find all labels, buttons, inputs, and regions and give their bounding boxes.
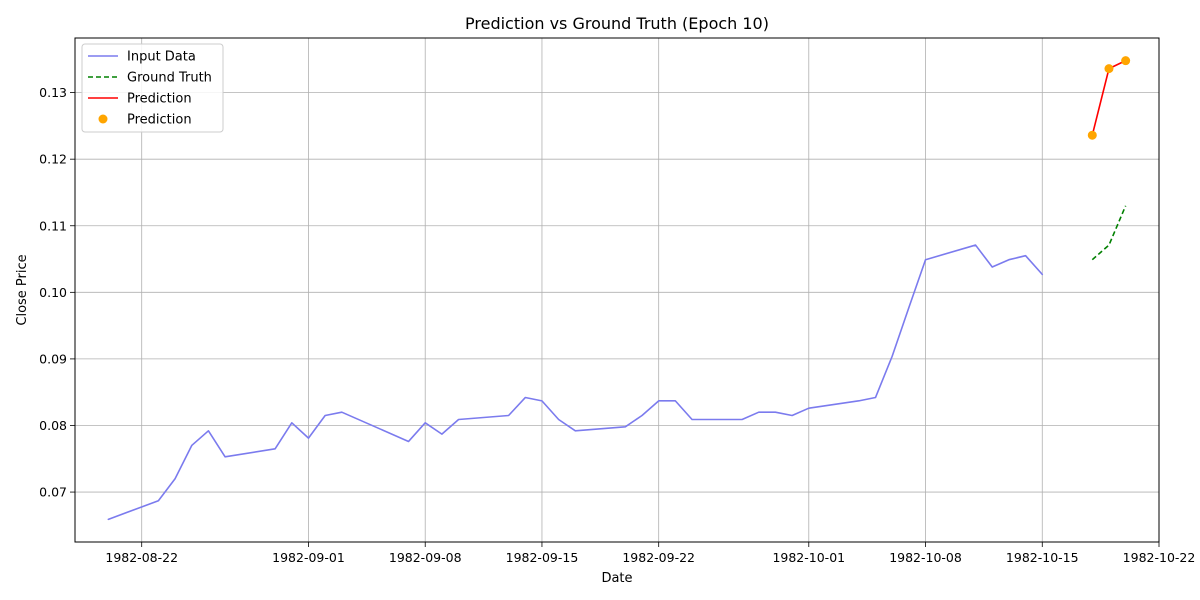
y-tick-label: 0.09 xyxy=(39,351,67,366)
y-tick-label: 0.11 xyxy=(39,218,67,233)
plot-frame xyxy=(74,37,1160,543)
ticks: 1982-08-22 1982-09-01 1982-09-08 1982-09-15… xyxy=(39,85,1195,565)
y-tick-label: 0.08 xyxy=(39,418,67,433)
legend: Input Data Ground Truth Prediction Predicti… xyxy=(81,43,224,133)
x-tick-label: 1982-10-08 xyxy=(889,550,962,565)
legend-marker xyxy=(98,114,108,124)
x-tick-label: 1982-09-08 xyxy=(389,550,462,565)
prediction-point xyxy=(1104,64,1114,74)
x-tick-label: 1982-09-15 xyxy=(506,550,579,565)
series-layer xyxy=(107,56,1131,521)
prediction-point xyxy=(1087,130,1097,140)
y-axis-label: Close Price xyxy=(15,254,30,325)
x-axis-label: Date xyxy=(601,571,632,586)
y-tick-label: 0.10 xyxy=(39,285,67,300)
legend-label: Input Data xyxy=(127,50,196,65)
x-tick-label: 1982-10-22 xyxy=(1123,550,1196,565)
y-tick-label: 0.07 xyxy=(39,485,67,500)
chart-title: Prediction vs Ground Truth (Epoch 10) xyxy=(465,14,769,33)
y-tick-label: 0.13 xyxy=(39,85,67,100)
legend-label: Prediction xyxy=(127,113,192,128)
ground-truth-line xyxy=(1091,205,1127,261)
x-tick-label: 1982-08-22 xyxy=(105,550,178,565)
x-tick-label: 1982-09-01 xyxy=(272,550,345,565)
prediction-point xyxy=(1121,56,1131,66)
legend-label: Prediction xyxy=(127,92,192,107)
x-tick-label: 1982-10-15 xyxy=(1006,550,1079,565)
legend-label: Ground Truth xyxy=(127,71,212,86)
x-tick-label: 1982-09-22 xyxy=(622,550,695,565)
y-tick-label: 0.12 xyxy=(39,152,67,167)
x-tick-label: 1982-10-01 xyxy=(772,550,845,565)
input-data-line xyxy=(107,244,1044,521)
legend-box xyxy=(81,43,224,133)
